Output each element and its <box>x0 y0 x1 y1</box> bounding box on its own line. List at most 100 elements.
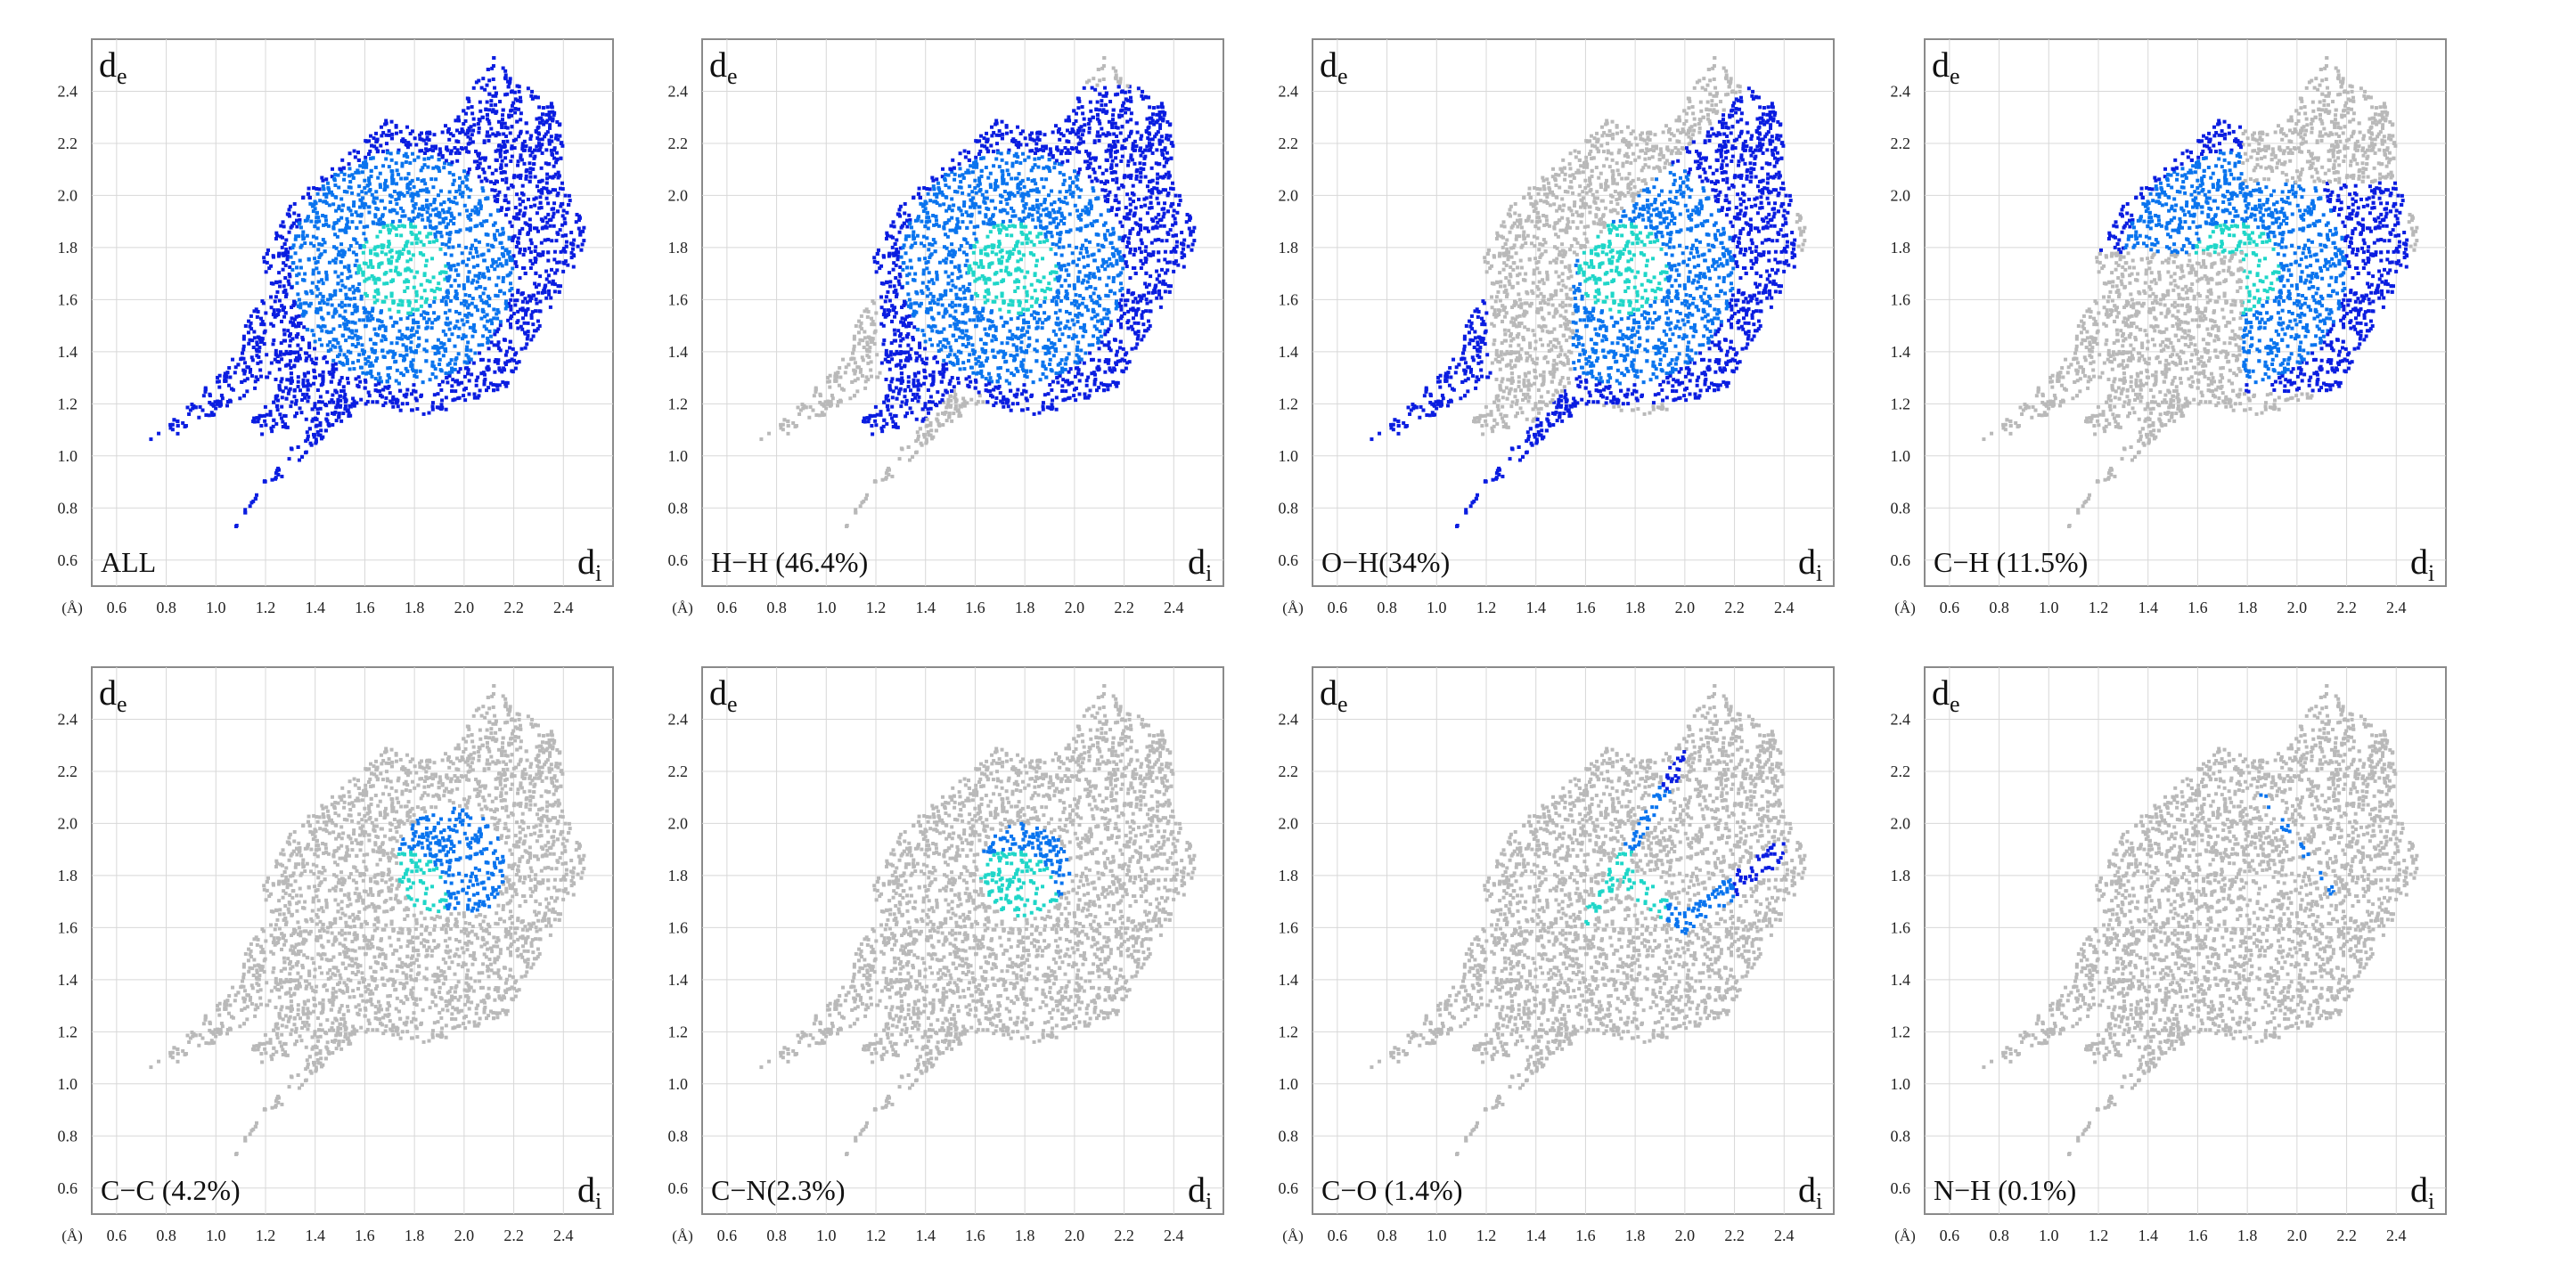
highlight-point <box>337 207 341 211</box>
highlight-point <box>555 260 560 265</box>
highlight-point <box>438 287 442 291</box>
highlight-point <box>269 361 274 365</box>
highlight-point <box>317 187 322 192</box>
highlight-point <box>376 244 380 249</box>
highlight-point <box>510 108 514 112</box>
highlight-point <box>460 127 464 132</box>
highlight-point <box>540 178 544 183</box>
highlight-point <box>424 258 429 263</box>
highlight-point <box>510 113 514 118</box>
highlight-point <box>474 379 478 383</box>
highlight-point <box>357 281 362 286</box>
highlight-point <box>446 316 450 321</box>
highlight-point <box>499 163 503 167</box>
highlight-point <box>410 192 414 196</box>
highlight-point <box>485 366 489 371</box>
highlight-point <box>322 356 326 361</box>
background-point <box>859 321 863 325</box>
highlight-point <box>321 381 325 386</box>
highlight-point <box>547 117 552 121</box>
highlight-point <box>309 289 314 293</box>
highlight-point <box>316 216 321 220</box>
highlight-point <box>1065 230 1069 234</box>
highlight-point <box>501 275 505 280</box>
highlight-point <box>516 216 520 221</box>
highlight-point <box>360 170 364 175</box>
highlight-point <box>289 366 293 371</box>
highlight-point <box>449 211 454 216</box>
highlight-point <box>958 335 962 339</box>
highlight-point <box>260 337 265 341</box>
highlight-point <box>329 347 333 352</box>
highlight-point <box>388 261 393 265</box>
background-point <box>926 429 930 434</box>
highlight-point <box>1019 224 1024 229</box>
highlight-point <box>1135 222 1140 226</box>
highlight-point <box>966 335 970 339</box>
highlight-point <box>490 188 495 192</box>
highlight-point <box>1124 265 1129 269</box>
highlight-point <box>431 166 436 170</box>
highlight-point <box>371 349 375 354</box>
highlight-point <box>311 209 315 214</box>
highlight-point <box>424 147 429 151</box>
highlight-point <box>1111 113 1116 118</box>
highlight-point <box>1115 149 1119 153</box>
highlight-point <box>331 363 335 367</box>
highlight-point <box>425 234 429 239</box>
highlight-point <box>358 220 363 224</box>
highlight-point <box>292 211 297 216</box>
highlight-point <box>207 413 211 418</box>
highlight-point <box>524 144 528 149</box>
highlight-point <box>249 327 254 331</box>
highlight-point <box>948 314 953 318</box>
highlight-point <box>921 268 926 273</box>
background-point <box>1114 77 1118 81</box>
highlight-point <box>457 188 462 192</box>
highlight-point <box>501 380 505 385</box>
highlight-point <box>460 251 464 256</box>
highlight-point <box>1107 310 1111 314</box>
highlight-point <box>488 381 493 386</box>
highlight-point <box>358 379 363 384</box>
highlight-point <box>274 236 278 241</box>
highlight-point <box>959 350 963 355</box>
highlight-point <box>368 149 372 153</box>
highlight-point <box>323 428 328 433</box>
highlight-point <box>454 389 458 394</box>
highlight-point <box>405 278 409 282</box>
highlight-point <box>921 209 926 214</box>
highlight-point <box>339 242 344 247</box>
highlight-point <box>300 398 305 403</box>
highlight-point <box>255 349 259 354</box>
highlight-point <box>359 198 364 202</box>
highlight-point <box>957 174 961 178</box>
highlight-point <box>485 313 489 317</box>
highlight-point <box>954 226 959 231</box>
highlight-point <box>387 133 391 137</box>
highlight-point <box>931 281 936 286</box>
background-point <box>817 413 822 418</box>
highlight-point <box>1116 359 1120 363</box>
highlight-point <box>369 134 373 138</box>
background-point <box>1114 69 1118 73</box>
highlight-point <box>1054 332 1059 337</box>
highlight-point <box>291 243 296 248</box>
highlight-point <box>400 337 405 341</box>
highlight-point <box>429 177 434 182</box>
highlight-point <box>312 435 316 439</box>
background-point <box>864 307 869 312</box>
highlight-point <box>433 234 438 239</box>
highlight-point <box>1078 251 1083 256</box>
highlight-point <box>275 408 280 412</box>
highlight-point <box>288 274 292 279</box>
highlight-point <box>351 250 356 255</box>
highlight-point <box>427 232 431 236</box>
highlight-point <box>490 322 495 326</box>
highlight-point <box>379 393 383 397</box>
highlight-point <box>1102 232 1107 237</box>
highlight-point <box>1156 130 1160 135</box>
highlight-point <box>1106 307 1110 312</box>
background-point <box>814 389 818 394</box>
highlight-point <box>1054 299 1059 304</box>
